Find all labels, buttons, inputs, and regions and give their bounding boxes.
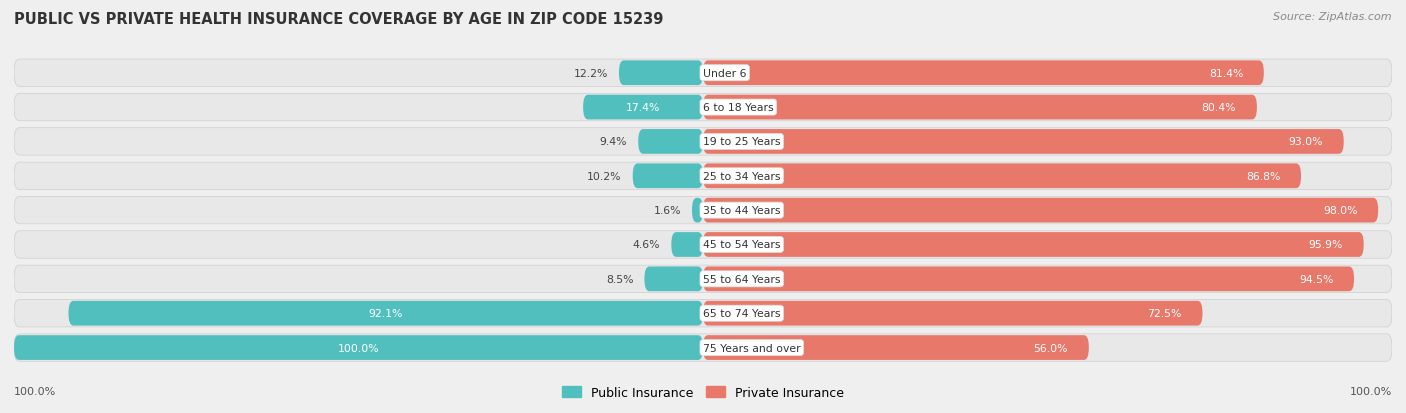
- Text: 4.6%: 4.6%: [633, 240, 661, 250]
- FancyBboxPatch shape: [14, 197, 1392, 225]
- Text: 19 to 25 Years: 19 to 25 Years: [703, 137, 780, 147]
- Text: 92.1%: 92.1%: [368, 309, 404, 318]
- FancyBboxPatch shape: [638, 130, 703, 154]
- FancyBboxPatch shape: [633, 164, 703, 189]
- FancyBboxPatch shape: [14, 334, 1392, 361]
- FancyBboxPatch shape: [14, 128, 1392, 156]
- Text: 100.0%: 100.0%: [337, 343, 380, 353]
- FancyBboxPatch shape: [14, 299, 1392, 328]
- Text: PUBLIC VS PRIVATE HEALTH INSURANCE COVERAGE BY AGE IN ZIP CODE 15239: PUBLIC VS PRIVATE HEALTH INSURANCE COVER…: [14, 12, 664, 27]
- Text: 1.6%: 1.6%: [654, 206, 681, 216]
- FancyBboxPatch shape: [703, 164, 1301, 189]
- Text: 56.0%: 56.0%: [1033, 343, 1069, 353]
- FancyBboxPatch shape: [14, 334, 1392, 362]
- Text: 75 Years and over: 75 Years and over: [703, 343, 800, 353]
- FancyBboxPatch shape: [14, 231, 1392, 259]
- FancyBboxPatch shape: [619, 61, 703, 86]
- Text: 81.4%: 81.4%: [1209, 69, 1243, 78]
- Text: Source: ZipAtlas.com: Source: ZipAtlas.com: [1274, 12, 1392, 22]
- FancyBboxPatch shape: [703, 198, 1378, 223]
- FancyBboxPatch shape: [583, 95, 703, 120]
- Text: 86.8%: 86.8%: [1246, 171, 1281, 181]
- Text: 100.0%: 100.0%: [1350, 387, 1392, 396]
- FancyBboxPatch shape: [14, 265, 1392, 293]
- FancyBboxPatch shape: [14, 94, 1392, 121]
- FancyBboxPatch shape: [14, 60, 1392, 87]
- FancyBboxPatch shape: [14, 231, 1392, 259]
- FancyBboxPatch shape: [703, 130, 1344, 154]
- Text: 12.2%: 12.2%: [574, 69, 607, 78]
- Text: 10.2%: 10.2%: [588, 171, 621, 181]
- Text: 17.4%: 17.4%: [626, 103, 661, 113]
- Text: 9.4%: 9.4%: [600, 137, 627, 147]
- Text: Under 6: Under 6: [703, 69, 747, 78]
- FancyBboxPatch shape: [14, 300, 1392, 327]
- Text: 95.9%: 95.9%: [1309, 240, 1343, 250]
- Text: 35 to 44 Years: 35 to 44 Years: [703, 206, 780, 216]
- Text: 80.4%: 80.4%: [1202, 103, 1236, 113]
- Text: 55 to 64 Years: 55 to 64 Years: [703, 274, 780, 284]
- FancyBboxPatch shape: [671, 233, 703, 257]
- FancyBboxPatch shape: [14, 128, 1392, 156]
- Text: 72.5%: 72.5%: [1147, 309, 1182, 318]
- FancyBboxPatch shape: [703, 61, 1264, 86]
- Text: 98.0%: 98.0%: [1323, 206, 1358, 216]
- Text: 94.5%: 94.5%: [1299, 274, 1333, 284]
- Text: 100.0%: 100.0%: [14, 387, 56, 396]
- FancyBboxPatch shape: [703, 267, 1354, 292]
- Text: 8.5%: 8.5%: [606, 274, 634, 284]
- FancyBboxPatch shape: [703, 301, 1202, 326]
- FancyBboxPatch shape: [703, 95, 1257, 120]
- FancyBboxPatch shape: [69, 301, 703, 326]
- Text: 65 to 74 Years: 65 to 74 Years: [703, 309, 780, 318]
- Text: 6 to 18 Years: 6 to 18 Years: [703, 103, 773, 113]
- Text: 93.0%: 93.0%: [1288, 137, 1323, 147]
- FancyBboxPatch shape: [14, 59, 1392, 88]
- Text: 25 to 34 Years: 25 to 34 Years: [703, 171, 780, 181]
- FancyBboxPatch shape: [14, 335, 703, 360]
- Text: 45 to 54 Years: 45 to 54 Years: [703, 240, 780, 250]
- FancyBboxPatch shape: [692, 198, 703, 223]
- FancyBboxPatch shape: [14, 94, 1392, 122]
- Legend: Public Insurance, Private Insurance: Public Insurance, Private Insurance: [557, 381, 849, 404]
- FancyBboxPatch shape: [703, 233, 1364, 257]
- FancyBboxPatch shape: [703, 335, 1088, 360]
- FancyBboxPatch shape: [644, 267, 703, 292]
- FancyBboxPatch shape: [14, 163, 1392, 190]
- FancyBboxPatch shape: [14, 266, 1392, 293]
- FancyBboxPatch shape: [14, 162, 1392, 190]
- FancyBboxPatch shape: [14, 197, 1392, 224]
